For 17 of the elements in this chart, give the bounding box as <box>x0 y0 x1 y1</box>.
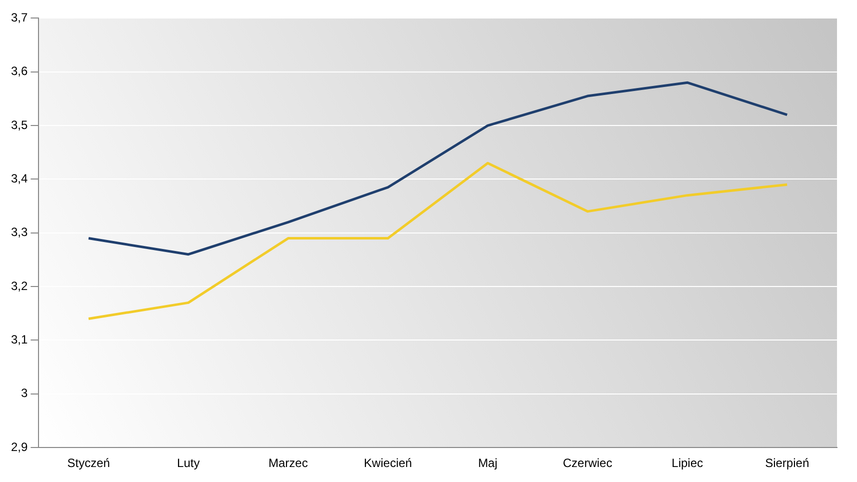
x-tick-label: Maj <box>478 456 498 470</box>
y-tick-label: 2,9 <box>10 440 28 454</box>
y-tick-label: 3,7 <box>10 10 28 25</box>
y-tick-label: 3,3 <box>10 225 28 240</box>
y-tick-label: 3,1 <box>10 332 28 347</box>
x-tick-label: Czerwiec <box>562 456 612 470</box>
x-tick-label: Marzec <box>268 456 308 470</box>
x-tick-label: Lipiec <box>672 456 703 470</box>
y-tick-label: 3,6 <box>10 64 28 78</box>
x-tick-label: Styczeń <box>67 456 110 470</box>
y-tick-label: 3 <box>20 386 28 400</box>
x-tick-label: Luty <box>177 456 200 470</box>
y-tick-label: 3,4 <box>10 172 28 186</box>
x-tick-label: Sierpień <box>765 456 810 470</box>
y-tick-label: 3,5 <box>10 118 28 132</box>
y-tick-label: 3,2 <box>10 278 28 293</box>
x-tick-label: Kwiecień <box>364 456 412 470</box>
